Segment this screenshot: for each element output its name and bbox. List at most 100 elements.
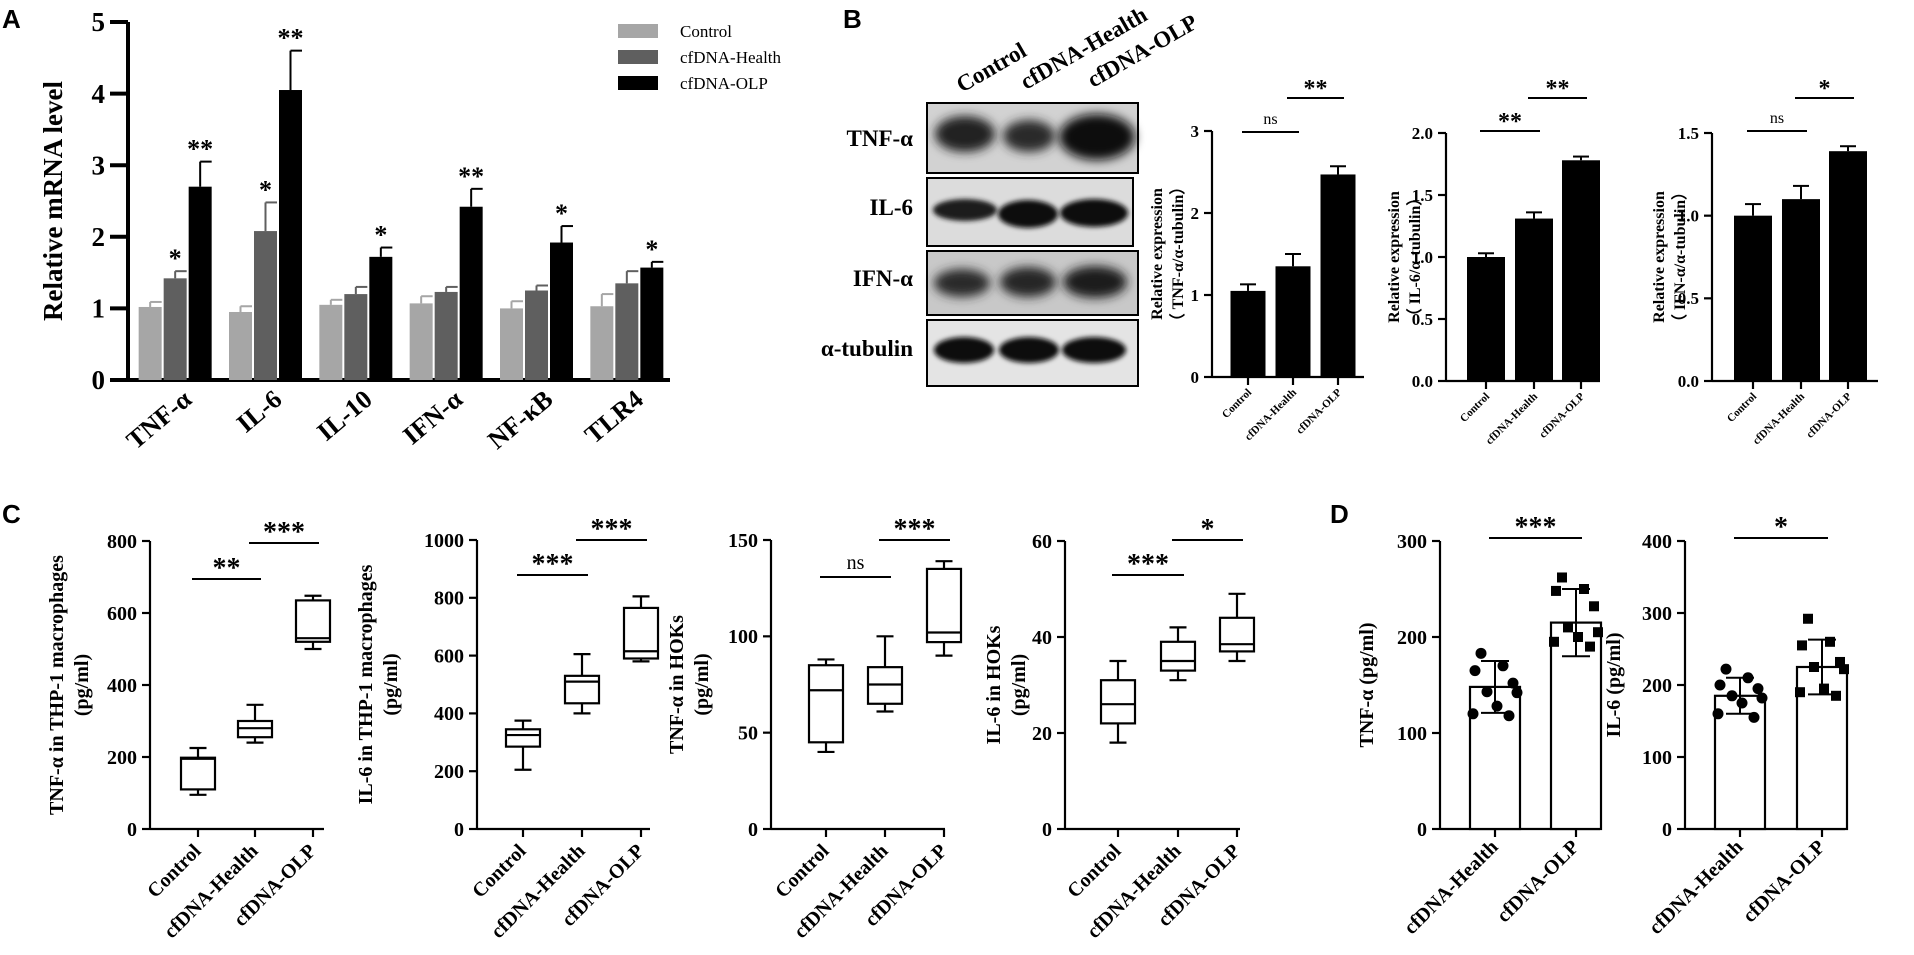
data-point <box>1579 584 1589 594</box>
x-tick-label: cfDNA-Health <box>1400 836 1503 939</box>
significance-label: ** <box>1546 76 1570 102</box>
box <box>622 606 660 660</box>
y-tick-label: 0.5 <box>1412 310 1433 329</box>
y-axis-label: TNF-α in THP-1 macrophages <box>46 555 68 815</box>
y-tick-label: 3 <box>92 150 106 180</box>
y-tick-label: 0.0 <box>1412 372 1433 391</box>
y-axis-label-secondary: (pg/ml) <box>71 654 93 716</box>
significance-label: ** <box>278 24 304 53</box>
x-tick-label: Control <box>1725 391 1759 425</box>
data-point <box>1825 636 1835 647</box>
significance-label: *** <box>263 517 305 548</box>
significance-label: ns <box>847 552 865 574</box>
x-tick-label: IL-6 <box>231 384 287 438</box>
blot-band <box>1059 114 1135 160</box>
legend-swatch <box>618 24 658 38</box>
x-tick-label: cfDNA-OLP <box>1493 836 1584 927</box>
bar-control <box>229 311 252 380</box>
data-point <box>1714 679 1726 691</box>
bar-cfdna-health <box>254 231 277 380</box>
x-tick-label: cfDNA-OLP <box>1537 390 1587 440</box>
y-tick-label: 200 <box>107 747 137 769</box>
y-tick-label: 0 <box>1662 819 1672 841</box>
significance-label: *** <box>532 549 574 580</box>
bar-cfdna-olp <box>640 267 664 380</box>
y-tick-label: 0.0 <box>1678 372 1699 391</box>
box <box>1218 616 1256 653</box>
data-point <box>1589 601 1599 612</box>
bar <box>1734 215 1772 381</box>
data-point <box>1803 613 1813 624</box>
x-tick-label: IFN-α <box>397 384 468 450</box>
chart-d1: 0 100 200 300 TNF-α (pg/ml) cfDNA-HealthcfDNA… <box>1356 512 1603 939</box>
data-point <box>1712 708 1724 720</box>
legend-label: Control <box>680 22 732 41</box>
blot-band <box>1060 199 1128 227</box>
y-tick-label: 600 <box>107 603 137 625</box>
bar <box>1829 151 1867 381</box>
box <box>1159 640 1197 672</box>
legend-swatch <box>618 76 658 90</box>
y-axis-label-secondary: （ IL-6/α-tubulin） <box>1406 190 1424 325</box>
bar-cfdna-olp <box>188 186 212 380</box>
bar <box>1562 160 1600 381</box>
y-tick-label: 2 <box>92 222 106 252</box>
blot-lane-label-control: Control <box>952 38 1031 98</box>
y-tick-label: 3 <box>1191 122 1200 141</box>
y-tick-label: 0 <box>127 819 137 841</box>
y-tick-label: 1 <box>92 294 106 324</box>
chart-b3: 0.0 0.5 1.0 1.5 Relative expression （ IFN-α/α… <box>1651 76 1878 447</box>
bar-control <box>138 306 162 380</box>
box <box>504 728 542 748</box>
bar-control <box>409 303 433 380</box>
data-point <box>1503 710 1515 722</box>
chart-a: 0 1 2 3 4 5 Relative mRNA level TNF-α IL-6 IL-10 I… <box>38 7 782 455</box>
y-tick-label: 50 <box>738 722 758 744</box>
bar-cfdna-health <box>525 290 548 380</box>
y-tick-label: 1.0 <box>1412 248 1433 267</box>
data-point <box>1831 690 1841 701</box>
y-axis-label: IL-6 (pg/ml) <box>1603 633 1625 738</box>
data-point <box>1549 636 1559 647</box>
blot-band <box>1063 266 1127 298</box>
blot-row-label-tubulin: α-tubulin <box>821 336 913 361</box>
significance-label: *** <box>591 514 633 545</box>
data-point <box>1839 664 1849 675</box>
x-tick-label: cfDNA-OLP <box>1739 836 1830 927</box>
bar <box>1782 199 1820 381</box>
blot-strip-tubulin <box>926 319 1139 387</box>
blot-band <box>998 200 1058 228</box>
y-tick-label: 400 <box>1642 531 1672 553</box>
box <box>1099 679 1137 725</box>
box <box>925 567 963 644</box>
data-point <box>1752 683 1764 695</box>
box <box>563 674 601 705</box>
x-tick-label: cfDNA-Health <box>1751 391 1807 447</box>
y-tick-label: 0 <box>454 819 464 841</box>
data-point <box>1467 708 1479 720</box>
data-point <box>1593 627 1603 638</box>
y-tick-label: 300 <box>1397 531 1427 553</box>
y-tick-label: 1.5 <box>1678 124 1699 143</box>
data-point <box>1726 690 1738 702</box>
blot-row-label-ifn: IFN-α <box>853 266 913 291</box>
x-tick-label: TNF-α <box>121 384 198 455</box>
data-point <box>1481 686 1493 698</box>
significance-label: * <box>1774 512 1788 543</box>
y-axis-label-secondary: （ IFN-α/α-tubulin） <box>1671 184 1689 330</box>
blot-band <box>934 269 990 297</box>
y-tick-label: 0 <box>1042 819 1052 841</box>
data-point <box>1748 711 1760 723</box>
data-point <box>1475 647 1487 659</box>
legend-label: cfDNA-OLP <box>680 74 768 93</box>
chart-b1: 0 1 2 3 Relative expression （ TNF-α/α-tubulin… <box>1149 76 1364 443</box>
significance-label: * <box>645 235 658 264</box>
bar <box>1467 257 1505 381</box>
data-point <box>1573 632 1583 642</box>
y-tick-label: 200 <box>434 761 464 783</box>
bar-cfdna-olp <box>279 90 302 381</box>
blot-band <box>1062 337 1126 363</box>
box <box>807 664 845 744</box>
